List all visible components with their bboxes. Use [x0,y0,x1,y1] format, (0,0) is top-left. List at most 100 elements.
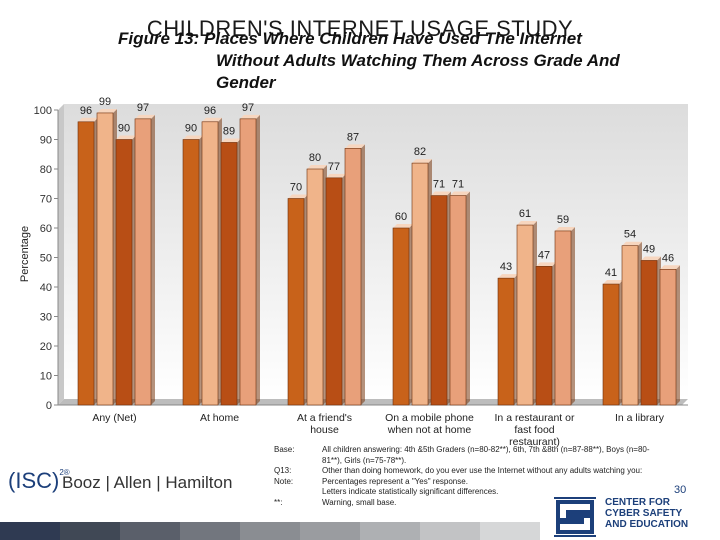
cyber-safety-logo-icon [554,497,596,537]
question-label: Q13: [274,466,292,475]
bar-top [326,173,346,178]
bar [220,142,238,406]
bar [535,266,553,406]
bar [554,230,572,406]
bar-top [498,274,518,279]
page-number: 30 [674,484,687,496]
bar-top [622,241,642,246]
x-axis-labels: Any (Net) At home At a friend's house On a m… [92,412,664,448]
bar [602,283,620,406]
bar-side [256,114,260,405]
x-category-label: At a friend's house [297,412,352,436]
caption-line-1: Figure 13: Places Where Children Have Us… [118,29,582,48]
bar-top [431,191,451,196]
bar-value-label: 71 [452,179,464,191]
bar [96,112,114,406]
bar [640,260,658,406]
bar-top [555,226,575,231]
bar [239,118,257,406]
bar [621,245,639,406]
y-tick-label: 10 [40,371,52,383]
bar-side [361,144,365,405]
plot-area [64,104,688,399]
bar-top [116,135,136,140]
bar-value-label: 49 [643,243,655,255]
y-tick-label: 70 [40,194,52,206]
bar-value-label: 46 [662,252,674,264]
base-label: Base: [274,445,295,454]
figure-caption: Figure 13: Places Where Children Have Us… [118,28,620,94]
bar-side [151,114,155,405]
note-text-1: Percentages represent a "Yes" response. [322,476,468,486]
bar-top [660,265,680,270]
bar-side [676,265,680,405]
warning-text: Warning, small base. [322,497,397,507]
bar-value-label: 41 [605,267,617,279]
base-text: All children answering: 4th &5th Graders… [322,445,650,454]
bar-value-label: 71 [433,179,445,191]
y-tick-label: 20 [40,341,52,353]
bar [430,195,448,406]
base-text-2: 81**), Girls (n=75-78**). [322,455,407,465]
bar-top [450,191,470,196]
bar [411,162,429,406]
y-tick-label: 0 [46,400,52,412]
bar-top [603,280,623,285]
bar [201,121,219,406]
bar [497,277,515,406]
bar [182,139,200,406]
bar-top [221,138,241,143]
bar-value-label: 70 [290,182,302,194]
bar-value-label: 96 [80,105,92,117]
plot-side-wall [58,104,64,405]
bar-top [97,108,117,113]
y-tick-label: 40 [40,282,52,294]
bar [516,224,534,406]
note-label: Note: [274,476,294,486]
bar-value-label: 89 [223,125,235,137]
bar-top [517,221,537,226]
bar-value-label: 82 [414,146,426,158]
x-category-label: Any (Net) [92,412,136,424]
notes-texts: All children answering: 4th &5th Graders… [322,445,692,508]
y-axis: 0 10 20 30 40 50 60 70 80 90 100 [34,105,688,412]
bar-top [78,117,98,122]
bar-value-label: 61 [519,208,531,220]
bar-value-label: 59 [557,214,569,226]
x-category-label: At home [200,412,239,424]
bar-value-label: 77 [328,161,340,173]
bar-value-label: 96 [204,105,216,117]
notes-labels: Base: Q13: Note: **: [274,445,294,508]
bar [287,198,305,406]
bar-value-label: 54 [624,229,636,241]
bar-top [135,114,155,119]
bar-top [412,159,432,164]
caption-line-2: Without Adults Watching Them Across Grad… [216,51,620,70]
bar [134,118,152,406]
bar-value-label: 47 [538,249,550,261]
bar-series-group [77,108,680,406]
bar-top [288,194,308,199]
bar-value-label: 43 [500,261,512,273]
bar-top [307,165,327,169]
bar-side [571,226,575,405]
bar-top [536,262,556,267]
bar [325,177,343,406]
bar-side [466,191,470,405]
bar [344,148,362,406]
bar-value-label: 99 [99,96,111,108]
bar [659,268,677,406]
bar-top [641,256,661,261]
bar-value-label: 97 [242,102,254,114]
bar [449,195,467,406]
bar-top [345,144,365,149]
bar-value-label: 90 [118,123,130,135]
bar-top [393,224,413,228]
footer-color-bar [0,522,540,540]
bar-value-label: 90 [185,123,197,135]
y-tick-label: 50 [40,253,52,265]
note-text-2: Letters indicate statistically significa… [322,487,499,496]
x-category-label: In a library [615,412,665,424]
x-category-label: In a restaurant or fast food restaurant) [495,412,575,448]
